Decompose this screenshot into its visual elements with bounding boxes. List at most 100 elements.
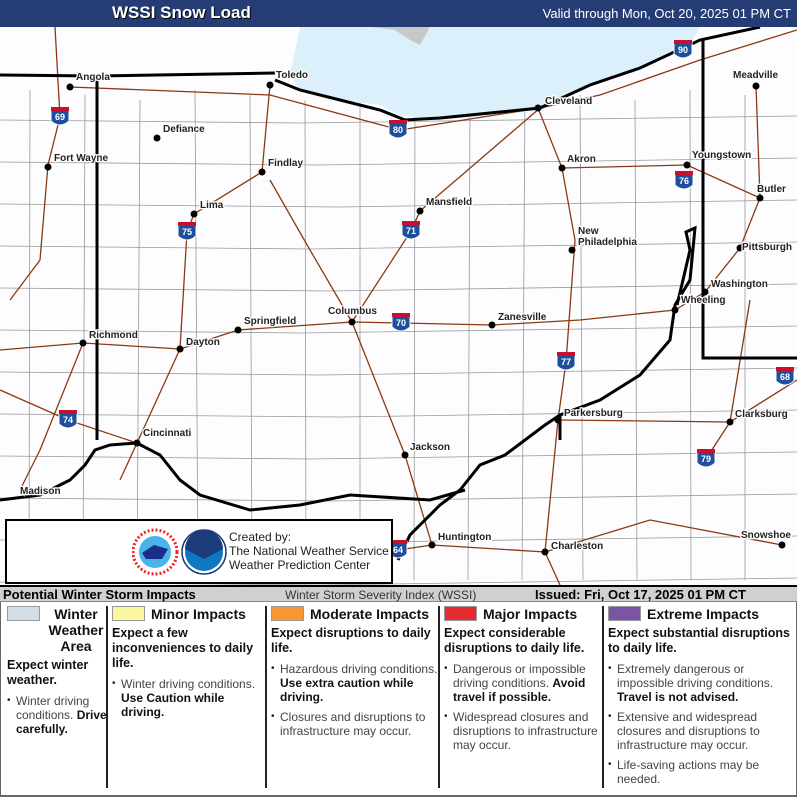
interstate-74-shield: 74	[58, 410, 78, 429]
svg-text:Meadville: Meadville	[733, 70, 778, 81]
legend-category-moderate-impacts: Moderate Impacts Expect disruptions to da…	[267, 606, 440, 791]
impact-bullet: Life-saving actions may be needed.	[608, 758, 797, 786]
svg-text:77: 77	[561, 357, 571, 367]
svg-text:Cincinnati: Cincinnati	[143, 428, 192, 439]
legend-header: Potential Winter Storm Impacts Winter St…	[0, 585, 797, 602]
color-swatch	[271, 606, 304, 621]
highway	[9, 27, 61, 301]
city-dayton: Dayton	[176, 336, 221, 353]
legend-title: Potential Winter Storm Impacts	[3, 587, 196, 602]
category-name: Extreme Impacts	[647, 606, 760, 622]
svg-text:Defiance: Defiance	[163, 124, 205, 135]
category-name: Winter Weather Area	[48, 606, 104, 654]
city-dot	[558, 164, 566, 172]
color-swatch	[608, 606, 641, 621]
interstate-77-shield: 77	[556, 352, 576, 371]
svg-text:76: 76	[679, 176, 689, 186]
svg-text:Wheeling: Wheeling	[681, 295, 725, 306]
highway	[537, 107, 576, 585]
header-bar: WSSI Snow Load Valid through Mon, Oct 20…	[0, 0, 797, 27]
highway	[561, 164, 761, 199]
city-madison: Madison	[19, 485, 62, 499]
svg-text:Mansfield: Mansfield	[426, 197, 472, 208]
city-dot	[348, 318, 356, 326]
svg-text:Parkersburg: Parkersburg	[564, 408, 623, 419]
category-name: Moderate Impacts	[310, 606, 430, 622]
city-dot	[756, 194, 764, 202]
interstate-70-shield: 70	[391, 313, 411, 332]
city-dot	[671, 306, 679, 314]
svg-text:Youngstown: Youngstown	[692, 150, 751, 161]
legend-divider	[106, 606, 108, 788]
interstate-69-shield: 69	[50, 107, 70, 126]
city-dot	[176, 345, 184, 353]
city-parkersburg: Parkersburg	[554, 407, 624, 424]
city-cincinnati: Cincinnati	[133, 427, 193, 447]
svg-text:Snowshoe: Snowshoe	[741, 530, 791, 541]
nws-noaa-logos	[132, 528, 227, 576]
city-washington: Washington	[701, 278, 769, 296]
highway	[0, 107, 541, 351]
city-dot	[534, 104, 542, 112]
highway	[431, 519, 783, 553]
city-dot	[428, 541, 436, 549]
city-youngstown: Youngstown	[683, 149, 753, 169]
svg-text:Springfield: Springfield	[244, 316, 296, 327]
city-dot	[44, 163, 52, 171]
legend-divider	[438, 606, 440, 788]
svg-text:Lima: Lima	[200, 200, 224, 211]
legend-category-major-impacts: Major Impacts Expect considerable disrupt…	[440, 606, 604, 791]
city-dot	[488, 321, 496, 329]
impact-bullet: Winter driving conditions. Use Caution w…	[112, 677, 267, 719]
category-expectation: Expect a few inconveniences to daily lif…	[112, 626, 254, 670]
svg-text:Findlay: Findlay	[268, 158, 303, 169]
impact-bullet: Extremely dangerous or impossible drivin…	[608, 662, 797, 704]
highway	[19, 342, 84, 491]
svg-text:Dayton: Dayton	[186, 337, 220, 348]
highway	[705, 299, 751, 460]
map[interactable]: 90 69 80 75 71 76 70 77 68 74 79 64 Angola Toledo Def…	[0, 27, 797, 585]
city-butler: Butler	[756, 183, 787, 202]
index-name: Winter Storm Severity Index (WSSI)	[285, 588, 477, 602]
credits-box: Created by: The National Weather Service…	[5, 519, 393, 584]
city-angola: Angola	[66, 71, 112, 91]
svg-text:Toledo: Toledo	[276, 70, 308, 81]
legend-divider	[265, 606, 267, 788]
city-springfield: Springfield	[234, 315, 297, 334]
impact-bullet: Extensive and widespread closures and di…	[608, 710, 797, 752]
highway	[269, 179, 353, 323]
lake-erie	[290, 27, 700, 120]
lake-land-gray	[370, 27, 430, 45]
interstate-75-shield: 75	[177, 222, 197, 241]
city-toledo: Toledo	[266, 69, 309, 89]
svg-text:74: 74	[63, 415, 73, 425]
credits-line: Created by:	[229, 530, 292, 544]
svg-text:90: 90	[678, 45, 688, 55]
svg-text:Akron: Akron	[567, 154, 596, 165]
impact-bullet: Winter driving conditions. Drive careful…	[7, 694, 108, 736]
city-dot	[79, 339, 87, 347]
city-findlay: Findlay	[258, 157, 305, 176]
svg-text:71: 71	[406, 226, 416, 236]
color-swatch	[444, 606, 477, 621]
svg-text:70: 70	[396, 318, 406, 328]
city-dot	[266, 81, 274, 89]
svg-text:Richmond: Richmond	[89, 330, 138, 341]
city-mansfield: Mansfield	[416, 196, 473, 215]
city-dot	[190, 210, 198, 218]
interstate-68-shield: 68	[775, 367, 795, 386]
issued-time: Issued: Fri, Oct 17, 2025 01 PM CT	[535, 587, 746, 602]
city-dot	[568, 246, 576, 254]
legend: Winter Weather Area Expect winter weather…	[0, 602, 797, 797]
color-swatch	[112, 606, 145, 621]
city-dot	[778, 541, 786, 549]
city-dot	[153, 134, 161, 142]
city-charleston: Charleston	[541, 540, 604, 556]
city-dot	[258, 168, 266, 176]
legend-divider	[602, 606, 604, 788]
city-columbus: Columbus	[327, 305, 379, 326]
city-huntington: Huntington	[428, 531, 493, 549]
credits-line: The National Weather Service	[229, 544, 389, 558]
impact-bullet: Dangerous or impossible driving conditio…	[444, 662, 604, 704]
city-wheeling: Wheeling	[671, 294, 727, 314]
